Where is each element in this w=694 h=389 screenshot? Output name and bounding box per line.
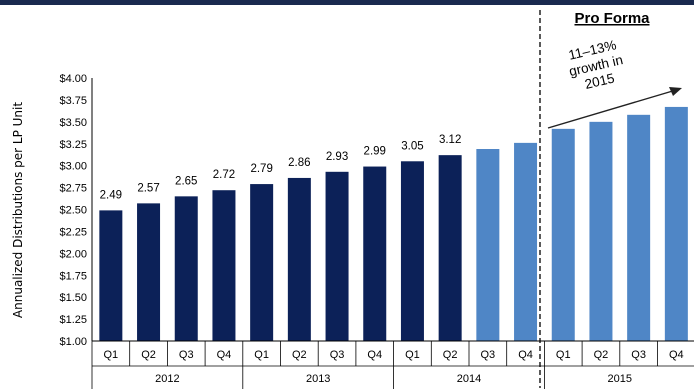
x-tick-label: Q3	[481, 349, 496, 361]
data-label: 2.65	[175, 175, 197, 187]
y-tick-label: $3.75	[59, 95, 87, 107]
bar	[363, 166, 387, 341]
x-tick-label: Q2	[292, 349, 307, 361]
data-label: 2.93	[326, 151, 348, 163]
x-tick-label: Q2	[443, 349, 458, 361]
bar	[325, 171, 349, 341]
bar	[589, 121, 613, 341]
y-tick-label: $1.75	[59, 270, 87, 282]
x-tick-label: Q1	[405, 349, 420, 361]
bar	[514, 142, 538, 341]
x-tick-label: Q1	[556, 349, 571, 361]
y-tick-label: $1.00	[59, 336, 87, 348]
x-tick-label: Q2	[594, 349, 609, 361]
growth-annotation: 11–13% growth in 2015	[567, 37, 624, 92]
pro-forma-title: Pro Forma	[574, 10, 650, 27]
growth-arrow-line	[547, 89, 677, 129]
data-label: 2.79	[250, 163, 272, 175]
data-label: 2.72	[213, 169, 235, 181]
bar	[551, 128, 575, 341]
data-label: 2.57	[137, 182, 159, 194]
x-tick-label: Q3	[179, 349, 194, 361]
x-tick-label: Q2	[141, 349, 156, 361]
y-tick-label: $1.50	[59, 292, 87, 304]
x-tick-label: Q4	[367, 349, 382, 361]
year-label: 2013	[306, 373, 330, 385]
growth-text-line-3: 2015	[583, 71, 616, 92]
y-tick-label: $2.50	[59, 205, 87, 217]
y-tick-label: $3.50	[59, 117, 87, 129]
bar	[664, 106, 688, 342]
year-label: 2014	[457, 373, 481, 385]
bar	[287, 177, 311, 341]
data-label: 2.49	[100, 189, 122, 201]
bar	[476, 149, 500, 341]
x-tick-label: Q4	[217, 349, 232, 361]
bar	[400, 161, 424, 341]
y-tick-labels: $1.00 $1.25 $1.50 $1.75 $2.00 $2.25 $2.50 $2.75…	[59, 73, 87, 348]
growth-arrowhead-icon	[669, 87, 682, 96]
data-label: 3.05	[401, 140, 423, 152]
bar	[438, 155, 462, 341]
y-tick-label: $2.25	[59, 226, 87, 238]
bar	[174, 196, 198, 341]
data-labels: 2.49 2.57 2.65 2.72 2.79 2.86 2.93 2.99 3.05 3.12	[100, 134, 462, 201]
x-tick-label: Q4	[518, 349, 533, 361]
y-tick-label: $2.75	[59, 183, 87, 195]
bar	[627, 114, 651, 341]
x-axis-table: Q1 Q2 Q3 Q4 Q1 Q2 Q3 Q4 Q1 Q2 Q3 Q4 Q1 Q2 Q3 Q4 2012 2013…	[91, 340, 694, 389]
y-tick-label: $1.25	[59, 314, 87, 326]
data-label: 3.12	[439, 134, 461, 146]
bar	[99, 210, 123, 341]
data-label: 2.86	[288, 157, 310, 169]
x-tick-label: Q4	[669, 349, 684, 361]
year-label: 2012	[155, 373, 179, 385]
bar	[137, 203, 161, 341]
y-tick-label: $3.00	[59, 161, 87, 173]
bar	[212, 190, 236, 341]
bars	[99, 106, 688, 342]
x-tick-label: Q3	[631, 349, 646, 361]
data-label: 2.99	[364, 146, 386, 158]
top-border	[0, 0, 694, 5]
x-tick-label: Q1	[104, 349, 119, 361]
x-tick-label: Q3	[330, 349, 345, 361]
y-axis-label: Annualized Distributions per LP Unit	[11, 102, 25, 318]
year-label: 2015	[608, 373, 632, 385]
y-tick-label: $4.00	[59, 73, 87, 85]
x-tick-label: Q1	[254, 349, 269, 361]
y-tick-label: $2.00	[59, 248, 87, 260]
bar	[250, 184, 274, 341]
y-tick-label: $3.25	[59, 139, 87, 151]
